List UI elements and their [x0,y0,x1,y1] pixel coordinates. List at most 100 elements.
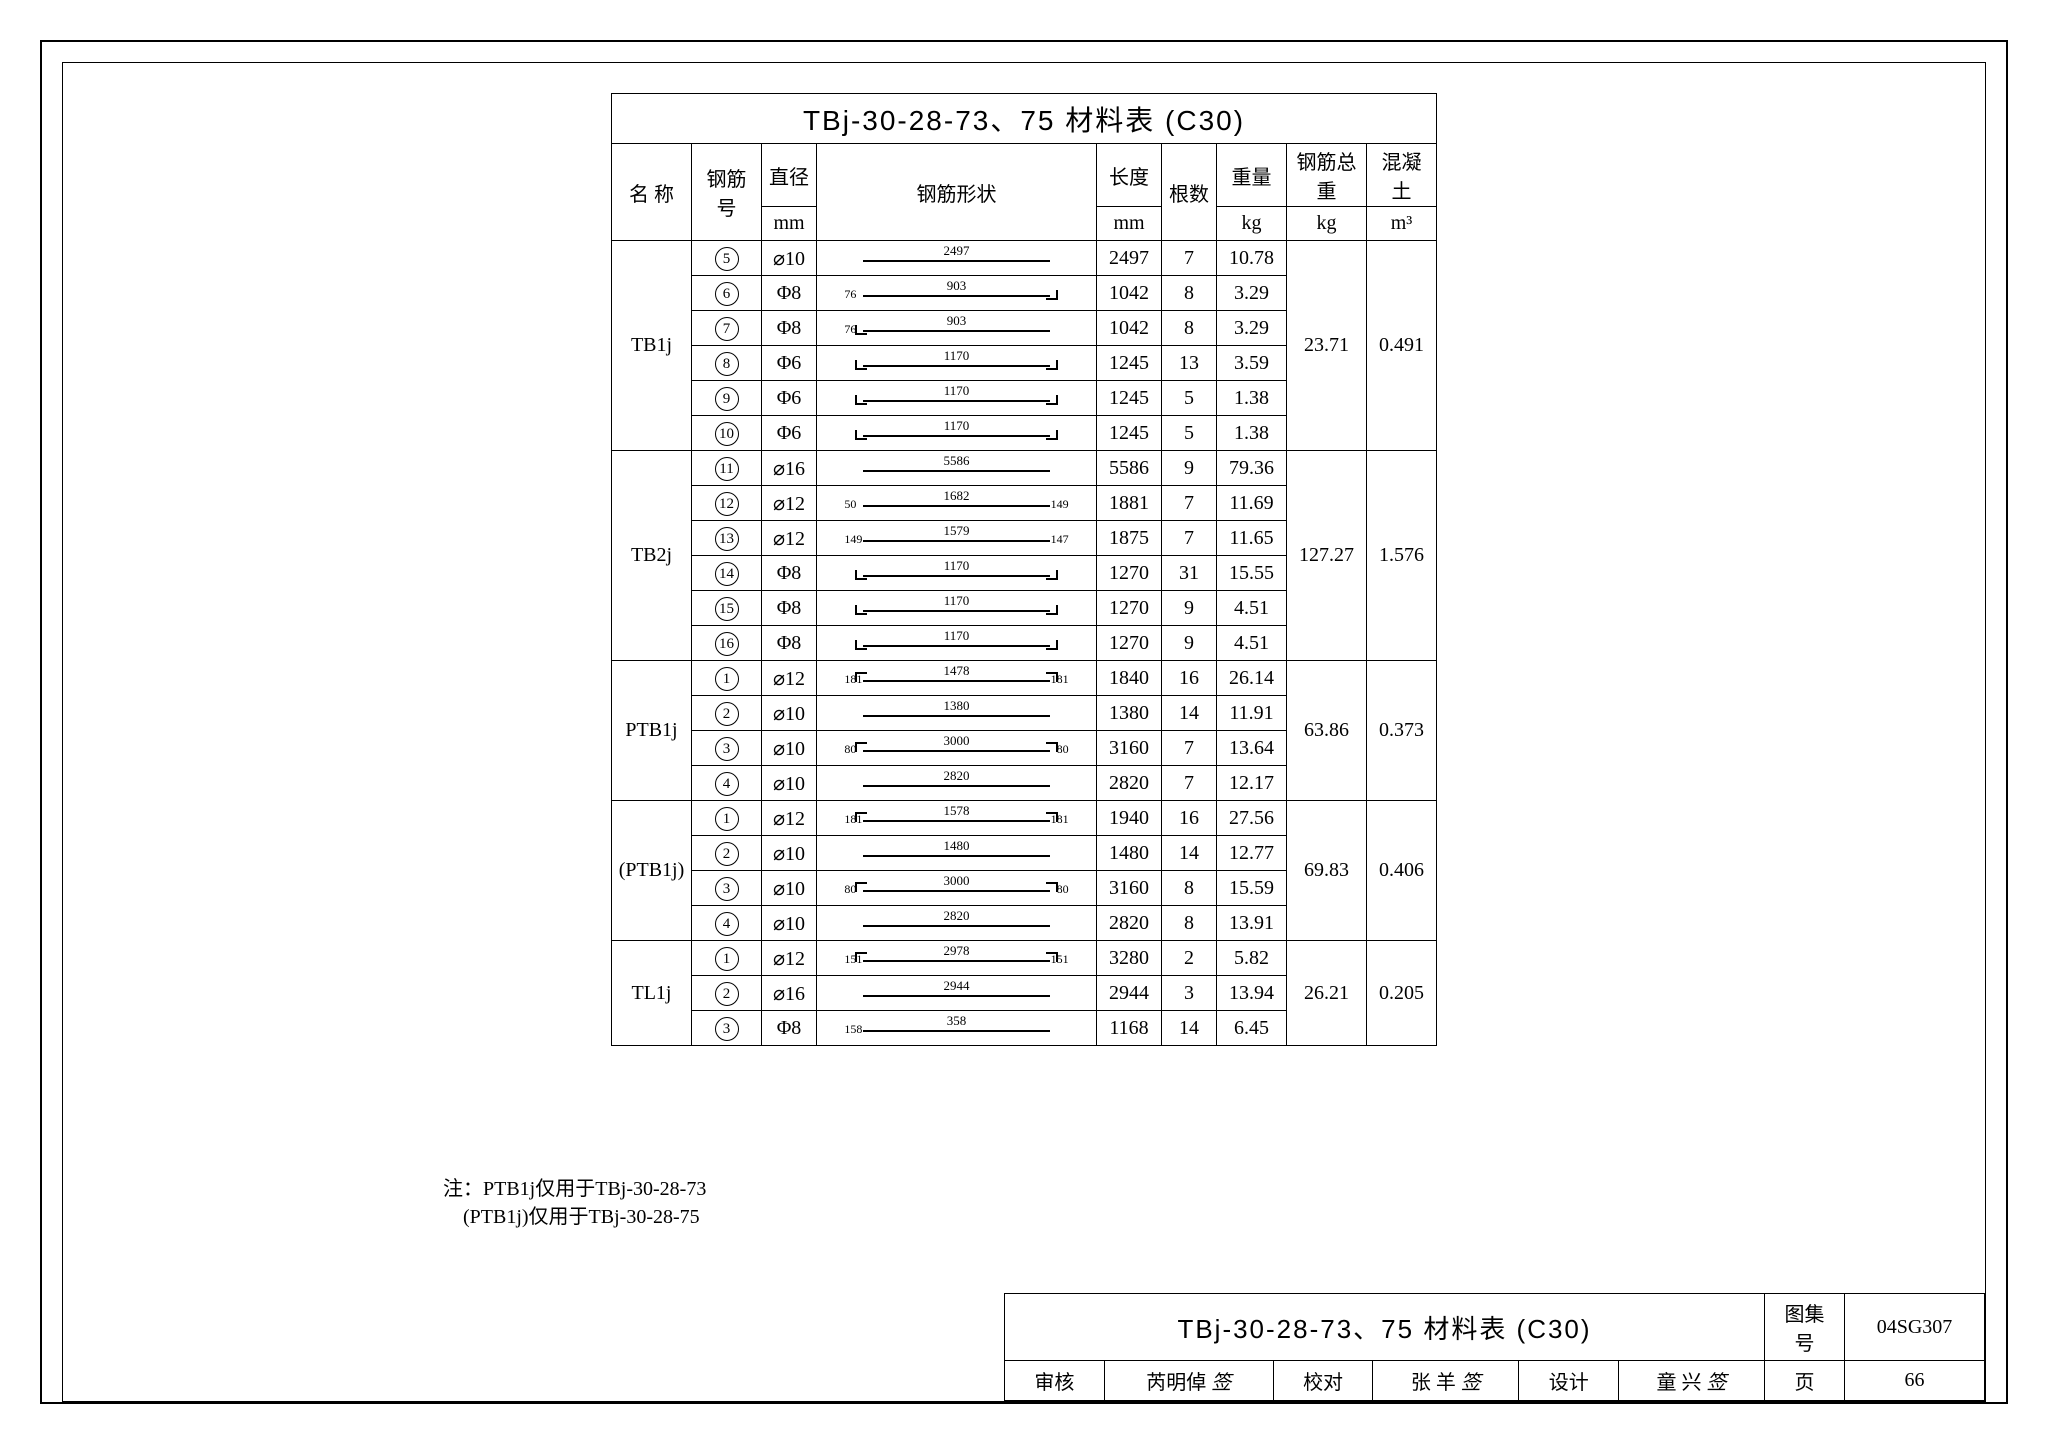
bar-shape: 358 158 [817,1011,1097,1046]
length: 3160 [1097,871,1162,906]
length: 1270 [1097,626,1162,661]
length: 1940 [1097,801,1162,836]
length: 2497 [1097,241,1162,276]
length: 1042 [1097,311,1162,346]
table-row: PTB1j1⌀12 1478 181181 18401626.1463.860.… [612,661,1437,696]
quantity: 9 [1162,626,1217,661]
group-name: TL1j [612,941,692,1046]
length: 1840 [1097,661,1162,696]
weight: 6.45 [1217,1011,1287,1046]
bar-number-circle: 2 [715,982,739,1006]
diameter: ⌀12 [762,801,817,836]
table-row: TB1j5⌀10 2497 2497710.7823.710.491 [612,241,1437,276]
bar-number-circle: 2 [715,702,739,726]
diameter: Φ8 [762,311,817,346]
col-conc: 混凝土 [1367,144,1437,207]
bar-number-circle: 4 [715,912,739,936]
bar-shape: 1170 [817,416,1097,451]
length: 3280 [1097,941,1162,976]
table-row: TB2j11⌀16 5586 5586979.36127.271.576 [612,451,1437,486]
quantity: 5 [1162,381,1217,416]
concrete-volume: 0.491 [1367,241,1437,451]
check-label: 校对 [1273,1361,1373,1401]
table-title: TBj-30-28-73、75 材料表 (C30) [612,94,1437,144]
notes: 注：PTB1j仅用于TBj-30-28-73 (PTB1j)仅用于TBj-30-… [443,1175,706,1231]
length: 5586 [1097,451,1162,486]
col-dia: 直径 [762,144,817,207]
bar-number-circle: 3 [715,1017,739,1041]
quantity: 7 [1162,731,1217,766]
weight: 11.65 [1217,521,1287,556]
weight: 4.51 [1217,626,1287,661]
titleblock-title: TBj-30-28-73、75 材料表 (C30) [1005,1294,1765,1361]
bar-shape: 1579 149147 [817,521,1097,556]
length: 1480 [1097,836,1162,871]
length: 1380 [1097,696,1162,731]
quantity: 9 [1162,451,1217,486]
col-len: 长度 [1097,144,1162,207]
weight: 15.59 [1217,871,1287,906]
checker: 张 羊 签 [1373,1361,1519,1401]
col-qty: 根数 [1162,144,1217,241]
total-weight: 26.21 [1287,941,1367,1046]
quantity: 8 [1162,871,1217,906]
bar-shape: 2820 [817,766,1097,801]
length: 2944 [1097,976,1162,1011]
quantity: 2 [1162,941,1217,976]
diameter: ⌀12 [762,661,817,696]
length: 1245 [1097,416,1162,451]
weight: 79.36 [1217,451,1287,486]
bar-number-circle: 11 [715,457,739,481]
length: 1881 [1097,486,1162,521]
concrete-volume: 1.576 [1367,451,1437,661]
length: 2820 [1097,766,1162,801]
quantity: 14 [1162,836,1217,871]
quantity: 7 [1162,521,1217,556]
quantity: 31 [1162,556,1217,591]
weight: 11.69 [1217,486,1287,521]
bar-shape: 1682 50149 [817,486,1097,521]
length: 1875 [1097,521,1162,556]
diameter: ⌀12 [762,521,817,556]
diameter: Φ6 [762,381,817,416]
drawing-set-label: 图集号 [1765,1294,1845,1361]
bar-number-circle: 3 [715,877,739,901]
bar-number-circle: 7 [715,317,739,341]
weight: 3.29 [1217,311,1287,346]
bar-shape: 1578 181181 [817,801,1097,836]
length: 1168 [1097,1011,1162,1046]
length: 3160 [1097,731,1162,766]
bar-shape: 1170 [817,626,1097,661]
diameter: ⌀10 [762,766,817,801]
bar-number-circle: 8 [715,352,739,376]
diameter: Φ8 [762,626,817,661]
bar-number-circle: 1 [715,667,739,691]
quantity: 3 [1162,976,1217,1011]
diameter: Φ6 [762,346,817,381]
weight: 12.17 [1217,766,1287,801]
diameter: ⌀10 [762,696,817,731]
total-weight: 23.71 [1287,241,1367,451]
design-label: 设计 [1519,1361,1619,1401]
bar-number-circle: 4 [715,772,739,796]
drawing-set-value: 04SG307 [1845,1294,1985,1361]
col-barno: 钢筋号 [692,144,762,241]
length: 1245 [1097,346,1162,381]
diameter: ⌀12 [762,941,817,976]
weight: 27.56 [1217,801,1287,836]
bar-shape: 1480 [817,836,1097,871]
diameter: ⌀10 [762,836,817,871]
weight: 15.55 [1217,556,1287,591]
group-name: PTB1j [612,661,692,801]
table-row: (PTB1j)1⌀12 1578 181181 19401627.5669.83… [612,801,1437,836]
quantity: 5 [1162,416,1217,451]
quantity: 8 [1162,311,1217,346]
weight: 3.29 [1217,276,1287,311]
weight: 5.82 [1217,941,1287,976]
quantity: 7 [1162,486,1217,521]
diameter: ⌀10 [762,731,817,766]
bar-shape: 903 76 [817,311,1097,346]
quantity: 14 [1162,696,1217,731]
total-weight: 69.83 [1287,801,1367,941]
diameter: Φ8 [762,276,817,311]
